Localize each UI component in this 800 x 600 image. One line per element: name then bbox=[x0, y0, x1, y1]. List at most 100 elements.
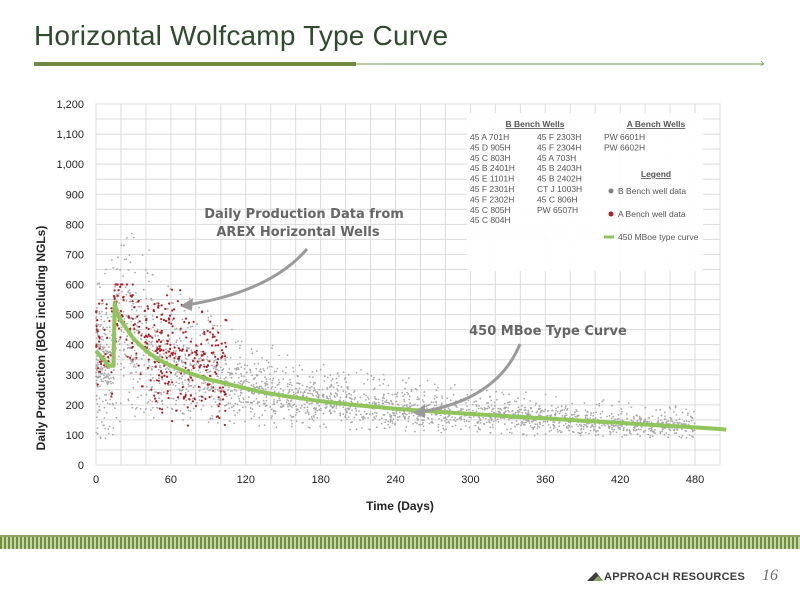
b-bench-point bbox=[207, 342, 210, 344]
b-bench-point bbox=[168, 338, 171, 341]
b-bench-point bbox=[530, 407, 532, 410]
b-bench-point bbox=[172, 384, 175, 386]
b-bench-point bbox=[286, 403, 289, 406]
well-name: 45 F 2301H bbox=[470, 184, 514, 194]
b-bench-point bbox=[503, 402, 506, 405]
b-bench-point bbox=[397, 419, 399, 421]
b-bench-point bbox=[360, 413, 362, 416]
a-bench-point bbox=[205, 369, 208, 372]
b-bench-point bbox=[458, 417, 461, 420]
b-bench-point bbox=[480, 407, 482, 410]
b-bench-point bbox=[255, 367, 258, 370]
b-bench-point bbox=[225, 395, 228, 398]
b-bench-point bbox=[527, 411, 530, 413]
a-bench-point bbox=[163, 364, 166, 367]
b-bench-point bbox=[218, 390, 221, 392]
b-bench-point bbox=[203, 387, 206, 389]
a-bench-point bbox=[181, 386, 184, 389]
b-bench-point bbox=[626, 417, 628, 420]
a-bench-point bbox=[225, 319, 228, 322]
b-bench-point bbox=[258, 385, 261, 388]
a-bench-point bbox=[116, 324, 119, 327]
b-bench-point bbox=[256, 350, 258, 352]
b-bench-point bbox=[556, 410, 559, 413]
b-bench-point bbox=[444, 416, 447, 418]
b-bench-point bbox=[96, 355, 98, 358]
b-bench-point bbox=[259, 368, 262, 371]
b-bench-point bbox=[120, 244, 123, 247]
b-bench-point bbox=[364, 399, 367, 401]
b-bench-point bbox=[322, 394, 324, 397]
b-bench-point bbox=[178, 377, 181, 380]
b-bench-point bbox=[485, 421, 488, 424]
b-bench-point bbox=[340, 386, 343, 388]
b-bench-point bbox=[192, 386, 195, 389]
b-bench-point bbox=[288, 388, 291, 391]
b-bench-point bbox=[414, 387, 417, 390]
a-bench-point bbox=[155, 400, 158, 403]
b-bench-point bbox=[285, 366, 288, 369]
b-bench-point bbox=[203, 379, 205, 382]
b-bench-point bbox=[141, 332, 144, 335]
b-bench-point bbox=[332, 386, 335, 389]
a-bench-point bbox=[184, 330, 187, 333]
a-bench-point bbox=[157, 302, 160, 305]
b-bench-point bbox=[334, 392, 337, 395]
a-bench-point bbox=[176, 300, 179, 303]
b-bench-point bbox=[402, 415, 405, 417]
b-bench-point bbox=[433, 397, 436, 400]
b-bench-point bbox=[451, 416, 453, 419]
well-name: 45 E 1101H bbox=[470, 174, 514, 184]
a-bench-point bbox=[105, 303, 108, 306]
b-bench-point bbox=[508, 393, 510, 395]
b-bench-point bbox=[382, 373, 385, 376]
b-bench-point bbox=[368, 401, 371, 404]
b-bench-point bbox=[492, 426, 494, 429]
b-bench-point bbox=[611, 426, 613, 429]
b-bench-point bbox=[109, 391, 112, 394]
b-bench-point bbox=[261, 387, 263, 390]
b-bench-point bbox=[564, 407, 567, 409]
b-bench-point bbox=[371, 402, 374, 405]
b-bench-point bbox=[134, 366, 137, 368]
b-bench-point bbox=[251, 408, 254, 410]
b-bench-point bbox=[429, 403, 431, 406]
b-bench-point bbox=[132, 365, 135, 368]
b-bench-point bbox=[693, 422, 696, 425]
b-bench-point bbox=[454, 424, 457, 427]
b-bench-point bbox=[571, 413, 573, 416]
b-bench-point bbox=[657, 417, 660, 419]
b-bench-point bbox=[251, 352, 254, 355]
b-bench-point bbox=[200, 350, 203, 353]
a-bench-point bbox=[191, 351, 194, 354]
b-bench-point bbox=[117, 256, 119, 259]
b-bench-point bbox=[213, 359, 216, 362]
well-name: 45 C 805H bbox=[470, 205, 511, 215]
b-bench-point bbox=[364, 417, 366, 419]
a-bench-point bbox=[212, 389, 215, 392]
a-bench-point bbox=[167, 334, 170, 337]
b-bench-point bbox=[233, 393, 236, 395]
a-bench-point bbox=[211, 327, 214, 330]
well-name: PW 6507H bbox=[537, 205, 578, 215]
well-name: 45 B 2401H bbox=[470, 163, 515, 173]
b-bench-point bbox=[691, 416, 694, 419]
b-bench-point bbox=[555, 407, 557, 410]
b-bench-point bbox=[608, 415, 611, 417]
a-bench-point bbox=[217, 396, 220, 399]
b-bench-point bbox=[470, 389, 473, 391]
b-bench-point bbox=[391, 422, 394, 425]
b-bench-point bbox=[309, 427, 311, 429]
b-bench-point bbox=[104, 272, 106, 275]
a-bench-point bbox=[138, 320, 141, 323]
b-bench-point bbox=[222, 368, 225, 370]
a-bench-point bbox=[138, 325, 141, 328]
a-bench-point bbox=[173, 357, 176, 360]
b-bench-point bbox=[125, 258, 128, 261]
b-bench-point bbox=[297, 391, 299, 394]
b-bench-point bbox=[148, 249, 151, 252]
b-bench-point bbox=[241, 383, 244, 386]
b-bench-point bbox=[104, 427, 106, 430]
b-bench-point bbox=[525, 421, 527, 424]
b-bench-point bbox=[144, 408, 147, 410]
